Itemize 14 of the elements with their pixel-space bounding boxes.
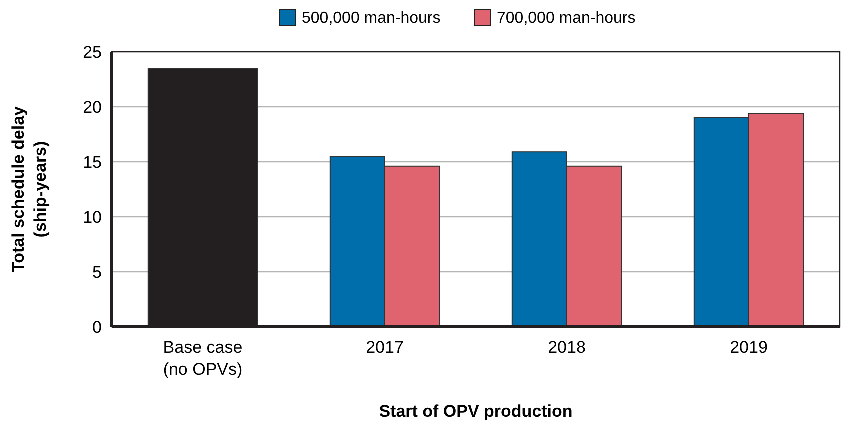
y-tick-label: 10	[83, 208, 102, 227]
x-tick-label: Base case (no OPVs)	[163, 338, 243, 379]
y-tick-label: 15	[83, 152, 102, 172]
y-tick-label: 20	[83, 98, 102, 117]
legend-label: 700,000 man-hours	[497, 10, 636, 27]
y-axis-title: Total schedule delay (ship-years)	[9, 106, 50, 272]
x-tick-label: 2018	[548, 338, 586, 357]
x-tick-label: 2017	[366, 338, 404, 357]
legend-label: 500,000 man-hours	[302, 10, 441, 27]
y-tick-label: 25	[83, 42, 102, 62]
x-tick-label: 2019	[730, 338, 768, 357]
x-axis-title: Start of OPV production	[379, 402, 573, 421]
y-tick-label: 0	[92, 318, 102, 337]
y-tick-label: 5	[92, 262, 102, 282]
